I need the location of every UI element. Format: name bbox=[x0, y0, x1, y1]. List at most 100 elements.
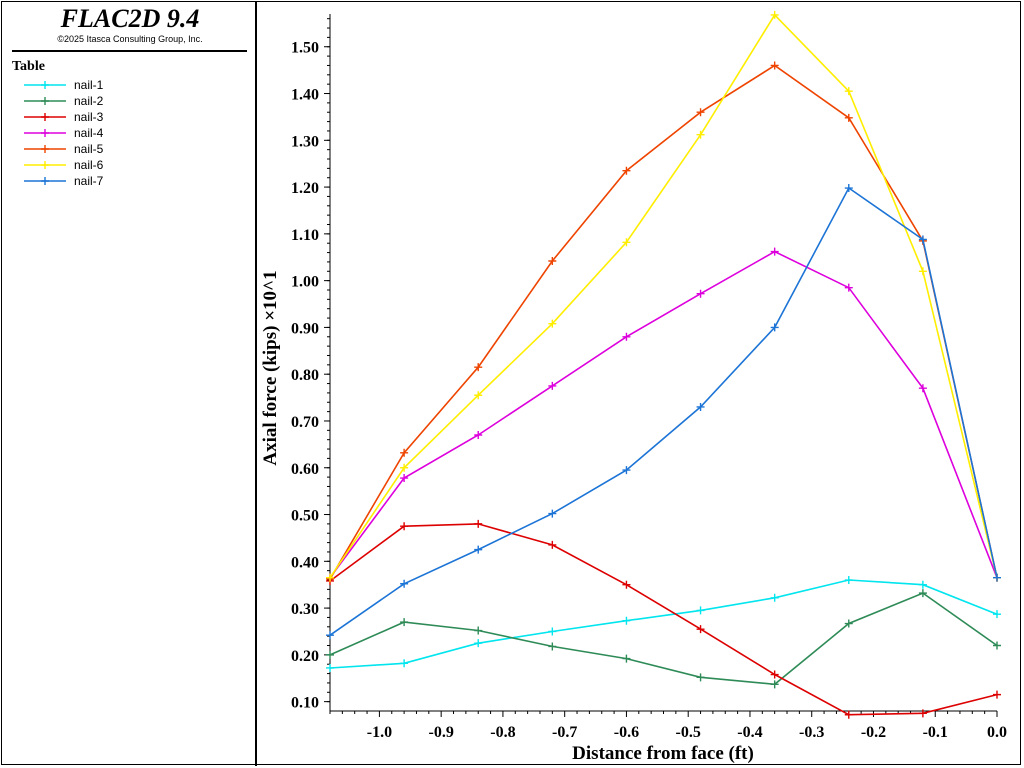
data-point bbox=[326, 663, 334, 672]
data-point bbox=[400, 618, 409, 627]
data-point bbox=[548, 256, 557, 265]
data-point bbox=[844, 283, 853, 292]
legend-item-nail-2: nail-2 bbox=[24, 94, 224, 108]
x-tick-label: -0.8 bbox=[490, 724, 515, 741]
data-point bbox=[622, 332, 631, 341]
data-point bbox=[400, 463, 409, 472]
data-point bbox=[696, 606, 705, 615]
y-tick-label: 0.70 bbox=[291, 414, 319, 431]
x-axis-title: Distance from face (ft) bbox=[572, 743, 754, 764]
data-point bbox=[326, 650, 334, 659]
series-line bbox=[329, 592, 998, 686]
y-tick-label: 1.00 bbox=[291, 274, 319, 291]
legend-item-nail-4: nail-4 bbox=[24, 126, 224, 140]
x-tick-label: -0.4 bbox=[737, 724, 762, 741]
y-tick-label: 1.30 bbox=[291, 133, 319, 150]
data-point bbox=[474, 391, 483, 400]
legend-label: nail-3 bbox=[74, 110, 104, 124]
data-point bbox=[918, 580, 927, 589]
data-point bbox=[548, 627, 557, 636]
data-point bbox=[474, 639, 483, 648]
x-tick-label: -1.0 bbox=[367, 724, 392, 741]
data-point bbox=[622, 238, 631, 247]
y-tick-label: 0.40 bbox=[291, 554, 319, 571]
data-point bbox=[918, 384, 927, 393]
data-point bbox=[400, 448, 409, 457]
app-title: FLAC2D 9.4 bbox=[60, 4, 200, 33]
data-point bbox=[474, 519, 483, 528]
copyright-text: ©2025 Itasca Consulting Group, Inc. bbox=[57, 34, 203, 44]
y-tick-label: 1.10 bbox=[291, 227, 319, 244]
x-tick-label: -0.5 bbox=[676, 724, 701, 741]
data-point bbox=[844, 710, 853, 719]
data-point bbox=[474, 431, 483, 440]
y-tick-label: 1.40 bbox=[291, 87, 319, 104]
data-point bbox=[918, 709, 927, 718]
data-point bbox=[770, 670, 779, 679]
data-point bbox=[400, 579, 409, 588]
legend-item-nail-3: nail-3 bbox=[24, 110, 224, 124]
panel-divider bbox=[255, 1, 257, 766]
data-point bbox=[993, 690, 1001, 699]
data-point bbox=[993, 610, 1001, 619]
series-nail-4 bbox=[326, 247, 1001, 582]
y-tick-label: 0.20 bbox=[291, 648, 319, 665]
data-point bbox=[548, 642, 557, 651]
legend-item-nail-1: nail-1 bbox=[24, 78, 224, 92]
legend-swatch bbox=[24, 129, 66, 137]
data-point bbox=[844, 576, 853, 585]
data-point bbox=[696, 673, 705, 682]
data-point bbox=[622, 166, 631, 175]
data-point bbox=[326, 631, 334, 640]
y-tick-label: 0.80 bbox=[291, 367, 319, 384]
data-point bbox=[844, 113, 853, 122]
y-tick-label: 1.20 bbox=[291, 180, 319, 197]
data-point bbox=[696, 108, 705, 117]
data-point bbox=[474, 626, 483, 635]
data-point bbox=[548, 540, 557, 549]
y-tick-label: 0.50 bbox=[291, 508, 319, 525]
legend-panel: FLAC2D 9.4 ©2025 Itasca Consulting Group… bbox=[2, 2, 254, 762]
series-line bbox=[329, 523, 998, 716]
series-nail-1 bbox=[326, 576, 1001, 672]
data-point bbox=[622, 616, 631, 625]
data-point bbox=[918, 589, 927, 598]
data-point bbox=[918, 235, 927, 244]
legend-label: nail-1 bbox=[74, 78, 104, 92]
data-point bbox=[326, 573, 334, 582]
x-tick-label: -0.6 bbox=[614, 724, 639, 741]
data-point bbox=[993, 641, 1001, 650]
data-point bbox=[770, 61, 779, 70]
y-tick-label: 0.30 bbox=[291, 601, 319, 618]
x-tick-label: -0.3 bbox=[799, 724, 824, 741]
data-point bbox=[548, 509, 557, 518]
legend-item-nail-7: nail-7 bbox=[24, 174, 224, 188]
data-point bbox=[770, 10, 779, 19]
x-tick-label: -0.7 bbox=[552, 724, 577, 741]
data-point bbox=[918, 267, 927, 276]
x-tick-label: 0.0 bbox=[987, 724, 1007, 741]
title-rule bbox=[12, 50, 247, 52]
series-line bbox=[329, 186, 998, 636]
data-point bbox=[844, 87, 853, 96]
series-nail-6 bbox=[326, 10, 1001, 582]
series-line bbox=[329, 13, 998, 579]
series-nail-2 bbox=[326, 589, 1001, 689]
data-point bbox=[844, 619, 853, 628]
data-point bbox=[696, 130, 705, 139]
data-point bbox=[474, 545, 483, 554]
y-tick-label: 0.90 bbox=[291, 320, 319, 337]
legend-swatch bbox=[24, 161, 66, 169]
y-tick-label: 1.50 bbox=[291, 40, 319, 57]
series-line bbox=[329, 250, 998, 579]
data-point bbox=[548, 381, 557, 390]
legend-item-nail-6: nail-6 bbox=[24, 158, 224, 172]
legend-label: nail-7 bbox=[74, 174, 104, 188]
x-tick-label: -0.2 bbox=[861, 724, 886, 741]
y-tick-label: 0.10 bbox=[291, 695, 319, 712]
data-point bbox=[696, 402, 705, 411]
series-nail-3 bbox=[326, 519, 1001, 719]
y-tick-label: 0.60 bbox=[291, 461, 319, 478]
